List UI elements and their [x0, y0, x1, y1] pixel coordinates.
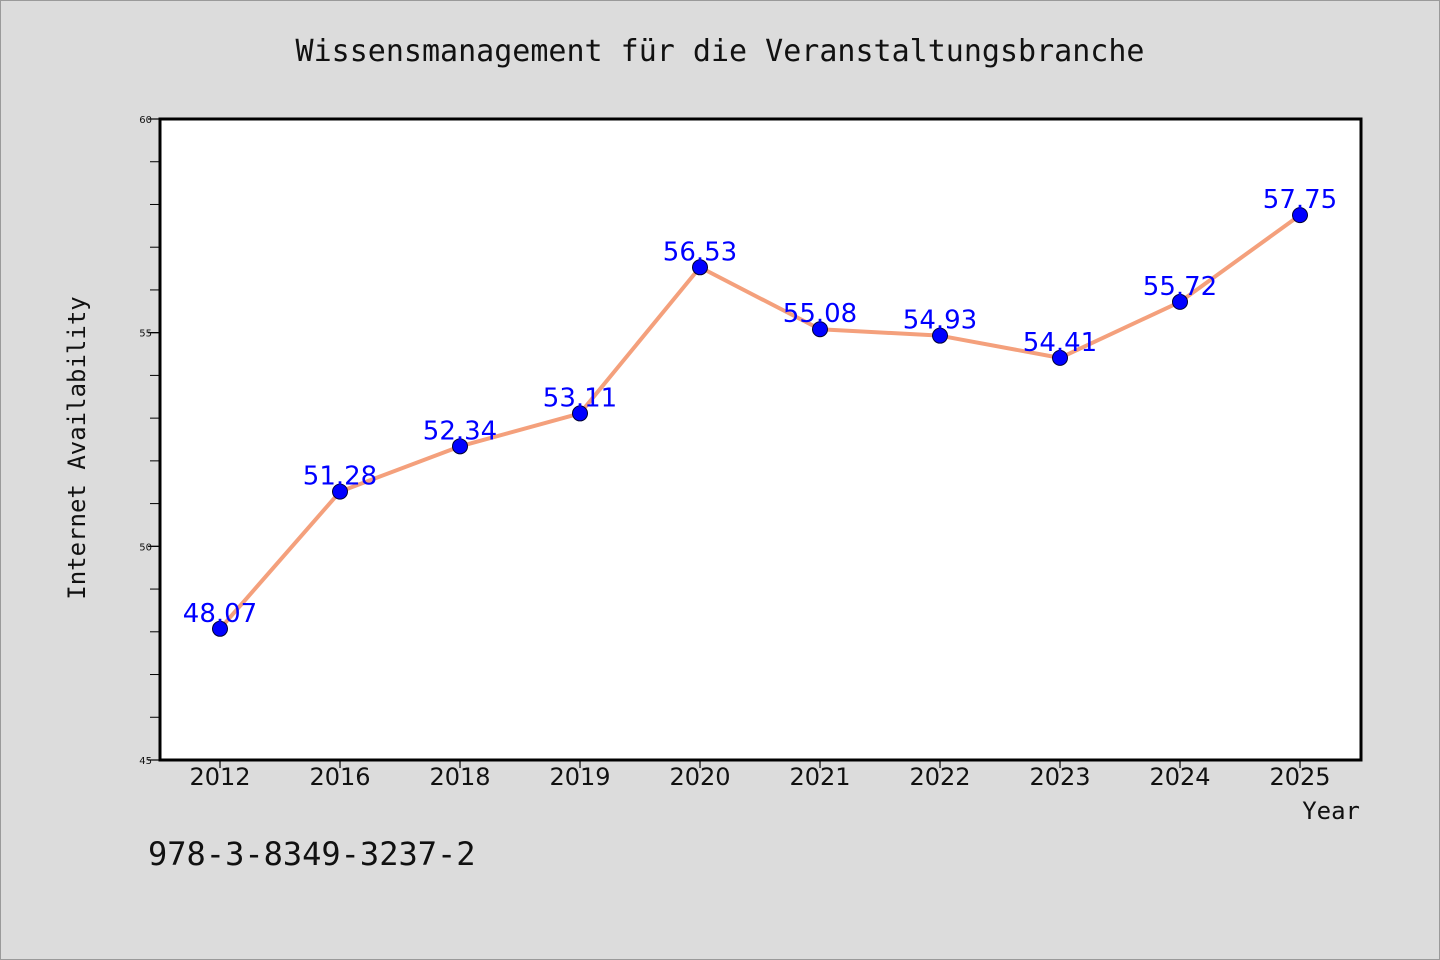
y-tick-label: 45	[139, 756, 152, 767]
data-label: 51.28	[303, 462, 377, 492]
chart-title: Wissensmanagement für die Veranstaltungs…	[295, 34, 1145, 69]
x-tick-label: 2012	[189, 763, 250, 791]
data-label: 52.34	[423, 416, 497, 446]
x-tick-label: 2024	[1149, 763, 1210, 791]
plot-area	[158, 117, 1363, 762]
data-point	[932, 327, 948, 344]
data-label: 53.11	[543, 383, 617, 413]
data-point	[572, 405, 588, 422]
data-markers	[212, 207, 1308, 637]
y-tick-label: 55	[139, 329, 152, 340]
data-point	[452, 438, 468, 455]
data-point	[1052, 349, 1068, 366]
x-tick-label: 2018	[429, 763, 490, 791]
y-axis-ticks: 45 50 55 60	[139, 115, 160, 767]
data-labels: 48.07 51.28 52.34 53.11 56.53 55.08 54.93 54.41…	[183, 185, 1337, 629]
x-tick-label: 2020	[669, 763, 730, 791]
data-label: 54.93	[903, 306, 977, 336]
series-line	[218, 213, 1302, 631]
x-tick-label: 2016	[309, 763, 370, 791]
data-label: 54.41	[1023, 328, 1097, 358]
data-point	[812, 321, 828, 338]
x-axis-ticks: 2012 2016 2018 2019 2020 2021 2022 2023 2024 2025	[189, 760, 1331, 791]
data-label: 57.75	[1263, 185, 1337, 215]
data-point	[692, 259, 708, 276]
x-tick-label: 2022	[909, 763, 970, 791]
data-label: 56.53	[663, 237, 737, 267]
x-axis-title: Year	[1302, 797, 1360, 825]
data-point	[1292, 207, 1308, 224]
data-label: 48.07	[183, 599, 257, 629]
y-tick-label: 60	[139, 115, 152, 126]
y-tick-label: 50	[139, 542, 152, 553]
data-point	[212, 620, 228, 637]
x-tick-label: 2019	[549, 763, 610, 791]
x-tick-label: 2021	[789, 763, 850, 791]
x-tick-label: 2025	[1269, 763, 1330, 791]
data-point	[332, 483, 348, 500]
data-label: 55.72	[1143, 272, 1217, 302]
data-label: 55.08	[783, 299, 857, 329]
data-point	[1172, 293, 1188, 310]
x-tick-label: 2023	[1029, 763, 1090, 791]
isbn-text: 978-3-8349-3237-2	[148, 835, 476, 873]
